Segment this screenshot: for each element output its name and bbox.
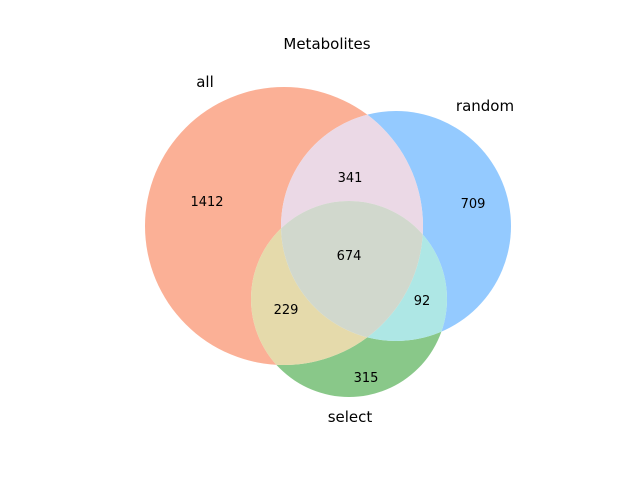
set-label-select: select	[328, 408, 373, 426]
region-labels-layer: 1412 709 315 341 229 92 674	[190, 171, 485, 386]
region-value-random-select: 92	[414, 294, 431, 309]
region-value-all-select: 229	[274, 303, 299, 318]
region-value-all-random-select: 674	[337, 249, 362, 264]
regions-layer	[145, 87, 511, 397]
region-value-select: 315	[354, 371, 379, 386]
region-value-all-random: 341	[338, 171, 363, 186]
region-value-random: 709	[461, 197, 486, 212]
region-all-random-select	[281, 201, 423, 341]
set-labels-layer: all random select	[196, 73, 514, 426]
set-label-random: random	[456, 97, 514, 115]
region-shape-all-random-select	[281, 201, 423, 341]
set-label-all: all	[196, 73, 214, 91]
chart-title: Metabolites	[283, 35, 370, 53]
region-value-all: 1412	[190, 195, 223, 210]
